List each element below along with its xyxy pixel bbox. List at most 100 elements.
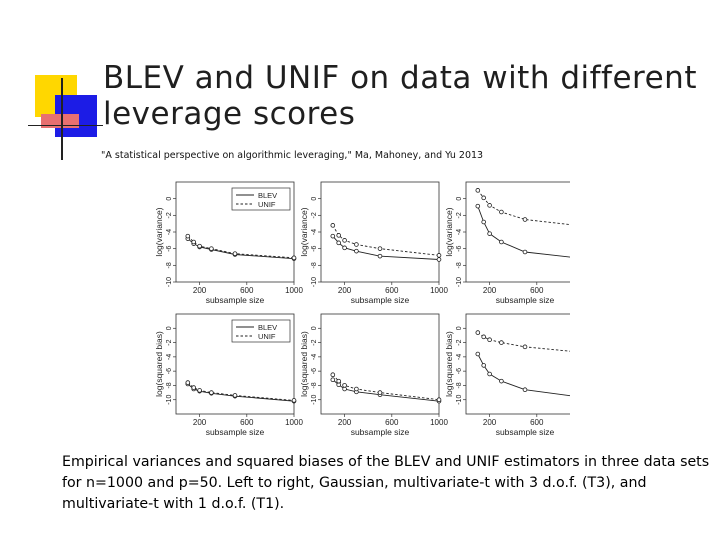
data-point-blev	[522, 387, 528, 393]
x-tick-label: 200	[193, 418, 207, 427]
data-point-blev	[499, 239, 504, 245]
x-tick-label: 200	[483, 418, 497, 427]
x-tick-label: 200	[193, 286, 207, 295]
data-point-unif	[336, 378, 342, 384]
y-axis-label: log(squared bias)	[444, 331, 454, 397]
data-point-unif	[377, 390, 383, 395]
data-point-unif	[354, 386, 359, 392]
data-point-unif	[487, 337, 492, 343]
data-point-unif	[330, 372, 336, 378]
y-tick-label: -6	[456, 245, 463, 251]
data-point-unif	[209, 390, 214, 395]
chart-panel-bias-gaussian: 200 600 1000 -10 -8 -6 -4 -2 0 subsample size log(…	[154, 313, 303, 437]
data-point-unif	[291, 255, 297, 261]
figure-caption: Empirical variances and squared biases o…	[62, 454, 710, 512]
plot-frame	[320, 313, 440, 415]
data-point-blev	[481, 219, 487, 225]
data-point-blev	[342, 245, 347, 251]
x-axis-label: subsample size	[351, 427, 410, 437]
y-tick-label: -8	[456, 262, 463, 268]
y-tick-label: -8	[166, 382, 173, 388]
data-point-unif	[522, 344, 528, 350]
y-tick-label: -10	[166, 277, 173, 287]
y-axis-label: log(squared bias)	[299, 331, 309, 397]
x-tick-label: 600	[385, 418, 399, 427]
plot-frame	[175, 313, 295, 415]
data-point-unif	[499, 340, 504, 345]
y-axis-label: log(variance)	[444, 207, 454, 256]
deco-horizontal-line	[28, 125, 103, 126]
data-point-unif	[232, 251, 238, 256]
legend-box	[231, 187, 291, 211]
y-tick-label: -6	[456, 368, 463, 374]
y-tick-label: -2	[311, 339, 318, 345]
data-point-unif	[377, 246, 383, 251]
x-tick-label: 200	[483, 286, 497, 295]
page-title: BLEV and UNIF on data with different lev…	[103, 60, 697, 132]
plot-frame	[320, 181, 440, 283]
y-tick-label: 0	[166, 326, 173, 330]
series-line-unif	[332, 374, 440, 401]
x-axis-label: subsample size	[496, 427, 555, 437]
data-point-unif	[475, 330, 481, 335]
y-tick-label: -2	[456, 212, 463, 218]
y-tick-label: -10	[311, 277, 318, 287]
data-point-unif	[232, 393, 238, 398]
data-point-blev	[436, 257, 442, 262]
x-tick-label: 600	[385, 286, 399, 295]
y-tick-label: -10	[456, 277, 463, 287]
chart-grid: 200 600 1000 -10 -8 -6 -4 -2 0 subsample size log(…	[154, 181, 570, 437]
data-point-blev	[522, 249, 528, 255]
data-point-blev	[487, 371, 492, 377]
data-point-unif	[185, 380, 191, 385]
y-tick-label: -4	[311, 354, 318, 360]
data-point-unif	[522, 217, 528, 222]
x-tick-label: 600	[240, 418, 254, 427]
data-point-unif	[185, 233, 191, 239]
y-tick-label: -8	[311, 262, 318, 268]
data-point-unif	[191, 239, 196, 245]
data-point-blev	[354, 248, 359, 254]
data-point-unif	[499, 209, 504, 215]
y-tick-label: -2	[166, 212, 173, 218]
series-line-blev	[477, 206, 570, 258]
legend-label: UNIF	[258, 332, 276, 341]
deco-red-square	[41, 114, 79, 128]
y-tick-label: -8	[166, 262, 173, 268]
y-tick-label: -10	[311, 395, 318, 405]
data-point-blev	[499, 378, 504, 384]
y-tick-label: -10	[456, 395, 463, 405]
y-tick-label: -2	[166, 339, 173, 345]
y-tick-label: 0	[311, 326, 318, 330]
y-tick-label: -6	[311, 245, 318, 251]
y-tick-label: -6	[166, 368, 173, 374]
y-tick-label: 0	[311, 197, 318, 201]
data-point-unif	[209, 246, 214, 251]
legend-box	[231, 319, 291, 343]
data-point-unif	[191, 385, 196, 390]
y-tick-label: -6	[311, 368, 318, 374]
data-point-blev	[377, 253, 383, 259]
x-axis-label: subsample size	[206, 427, 265, 437]
series-line-unif	[332, 225, 440, 256]
data-point-unif	[342, 238, 347, 243]
data-point-unif	[197, 388, 202, 393]
legend-label: BLEV	[258, 323, 277, 332]
chart-panel-variance-gaussian: 200 600 1000 -10 -8 -6 -4 -2 0 subsample size log(…	[154, 181, 303, 305]
x-tick-label: 600	[240, 286, 254, 295]
citation: "A statistical perspective on algorithmi…	[101, 150, 484, 161]
data-point-blev	[330, 377, 336, 383]
data-point-unif	[197, 243, 202, 249]
deco-vertical-line	[61, 78, 63, 160]
data-point-blev	[330, 233, 336, 239]
data-point-blev	[475, 351, 481, 357]
y-tick-label: -6	[166, 245, 173, 251]
y-axis-label: log(variance)	[299, 207, 309, 256]
chart-panel-bias-t3: 200 600 1000 -10 -8 -6 -4 -2 0 subsample size log(…	[299, 313, 448, 437]
series-line-blev	[187, 238, 295, 260]
y-tick-label: -4	[166, 229, 173, 235]
data-point-unif	[475, 188, 481, 193]
x-tick-label: 600	[530, 418, 544, 427]
data-point-unif	[436, 253, 442, 258]
